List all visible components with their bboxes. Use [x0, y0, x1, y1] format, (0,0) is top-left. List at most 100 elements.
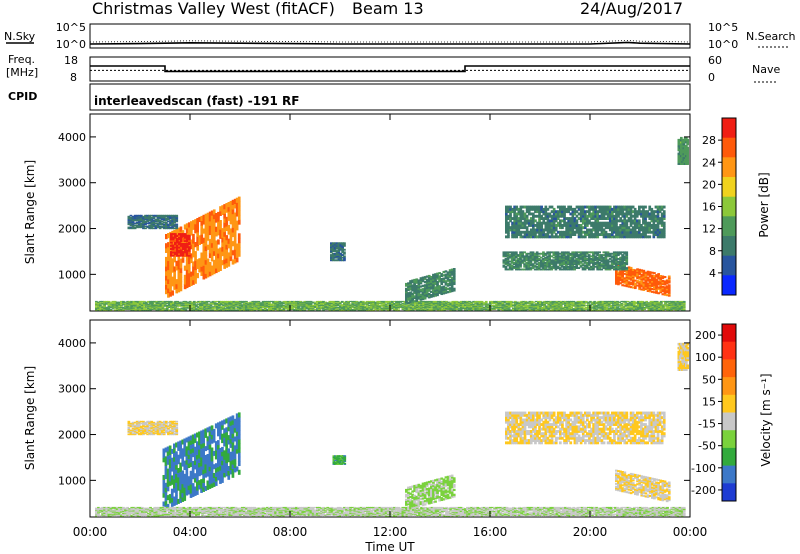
data-cell	[168, 300, 171, 303]
data-cell	[174, 300, 177, 303]
data-cell	[174, 233, 177, 236]
data-cell	[665, 289, 669, 292]
data-cell	[202, 246, 206, 253]
data-cell	[655, 280, 658, 283]
data-cell	[97, 304, 100, 306]
data-cell	[318, 308, 321, 311]
data-cell	[208, 266, 212, 272]
data-cell	[103, 301, 106, 303]
data-cell	[228, 304, 232, 306]
data-cell	[188, 238, 191, 241]
data-cell	[205, 306, 209, 309]
nsky-tick-top: 10^5	[56, 21, 86, 34]
data-cell	[232, 305, 236, 307]
data-cell	[642, 286, 646, 289]
data-cell	[270, 304, 273, 306]
data-cell	[236, 302, 240, 305]
data-cell	[136, 300, 140, 303]
data-cell	[257, 307, 261, 309]
data-cell	[149, 307, 152, 309]
data-cell	[299, 305, 302, 307]
data-cell	[326, 304, 330, 306]
data-cell	[651, 280, 654, 283]
data-cell	[645, 300, 649, 303]
data-cell	[172, 233, 175, 236]
data-cell	[316, 302, 319, 305]
data-cell	[186, 301, 190, 303]
data-cell	[230, 306, 234, 308]
data-cell	[221, 232, 224, 238]
data-cell	[113, 307, 117, 309]
data-cell	[663, 293, 667, 296]
data-cell	[240, 308, 244, 311]
data-cell	[220, 300, 223, 303]
data-cell	[286, 301, 290, 303]
data-cell	[636, 281, 639, 284]
data-cell	[238, 304, 242, 306]
data-cell	[165, 279, 168, 285]
data-cell	[195, 306, 198, 308]
data-cell	[247, 307, 250, 309]
data-cell	[627, 276, 631, 279]
data-cell	[657, 274, 660, 277]
data-cell	[634, 279, 637, 282]
data-cell	[206, 226, 210, 232]
data-cell	[206, 267, 210, 273]
data-cell	[326, 302, 330, 304]
data-cell	[206, 221, 210, 227]
data-cell	[636, 277, 639, 280]
data-cell	[221, 237, 224, 243]
data-cell	[309, 306, 313, 308]
data-cell	[682, 305, 686, 307]
data-cell	[212, 209, 216, 215]
data-cell	[157, 301, 161, 303]
data-cell	[642, 271, 646, 274]
data-cell	[659, 288, 663, 291]
data-cell	[115, 307, 119, 309]
nave-tick-top: 60	[708, 54, 722, 67]
data-cell	[170, 241, 173, 244]
data-cell	[180, 309, 184, 311]
data-cell	[157, 302, 161, 305]
data-cell	[240, 301, 244, 303]
data-cell	[627, 284, 631, 287]
data-cell	[661, 277, 665, 280]
data-cell	[227, 229, 231, 235]
data-cell	[200, 234, 204, 240]
data-cell	[120, 308, 123, 311]
data-cell	[115, 302, 119, 305]
data-cell	[167, 278, 170, 284]
data-cell	[615, 272, 618, 275]
data-cell	[615, 279, 618, 282]
data-cell	[631, 270, 635, 273]
data-cell	[224, 304, 227, 306]
data-cell	[251, 302, 255, 305]
data-cell	[222, 304, 225, 306]
data-cell	[196, 259, 199, 265]
data-cell	[223, 213, 226, 219]
data-cell	[291, 301, 294, 303]
data-cell	[124, 305, 127, 307]
data-cell	[257, 304, 261, 306]
data-cell	[176, 300, 179, 303]
data-cell	[161, 307, 165, 309]
data-cell	[180, 307, 184, 309]
data-cell	[625, 271, 629, 274]
data-cell	[169, 259, 172, 265]
data-cell	[172, 251, 175, 254]
data-cell	[176, 308, 179, 311]
data-cell	[625, 270, 629, 273]
data-cell	[648, 272, 652, 275]
data-cell	[245, 308, 248, 310]
data-cell	[249, 304, 252, 306]
data-cell	[251, 300, 255, 303]
data-cell	[194, 242, 197, 248]
data-cell	[631, 279, 635, 282]
data-cell	[316, 305, 319, 307]
data-cell	[655, 278, 658, 281]
data-cell	[644, 273, 648, 276]
data-cell	[200, 225, 204, 231]
data-cell	[284, 305, 288, 307]
data-cell	[208, 220, 212, 226]
data-cell	[190, 304, 194, 306]
